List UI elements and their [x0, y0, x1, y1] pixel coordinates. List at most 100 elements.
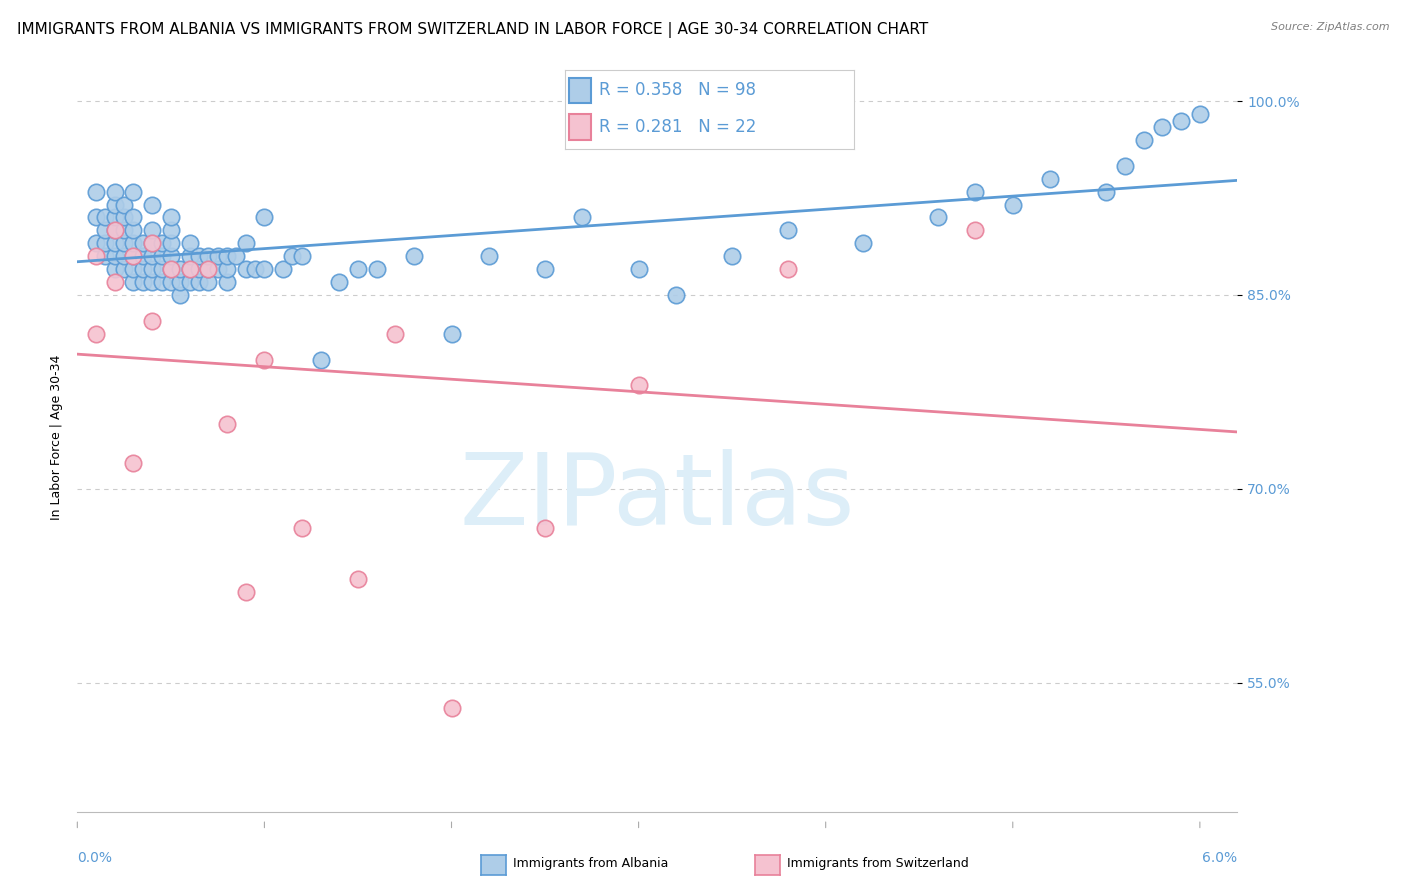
Point — [160, 262, 183, 277]
Point — [1188, 107, 1211, 121]
Point — [243, 262, 266, 277]
Point — [104, 185, 127, 199]
Point — [141, 197, 163, 211]
Point — [291, 249, 314, 263]
Point — [160, 223, 183, 237]
Point — [150, 275, 173, 289]
Point — [440, 326, 463, 341]
Point — [84, 211, 107, 225]
Point — [132, 262, 155, 277]
Point — [366, 262, 388, 277]
Point — [94, 223, 117, 237]
Point — [112, 249, 135, 263]
Point — [104, 211, 127, 225]
Point — [160, 249, 183, 263]
Point — [84, 249, 107, 263]
Point — [281, 249, 304, 263]
Point — [179, 262, 201, 277]
Point — [347, 572, 370, 586]
Point — [112, 236, 135, 251]
Point — [84, 185, 107, 199]
Point — [132, 249, 155, 263]
Text: 0.0%: 0.0% — [77, 851, 112, 864]
Text: Immigrants from Albania: Immigrants from Albania — [513, 857, 669, 870]
Point — [197, 262, 219, 277]
Point — [1114, 159, 1136, 173]
Point — [1170, 113, 1192, 128]
Point — [94, 249, 117, 263]
Text: 6.0%: 6.0% — [1202, 851, 1237, 864]
Point — [215, 275, 238, 289]
Point — [94, 211, 117, 225]
Point — [122, 262, 145, 277]
Point — [112, 197, 135, 211]
Point — [122, 456, 145, 470]
Point — [150, 236, 173, 251]
Point — [104, 275, 127, 289]
Y-axis label: In Labor Force | Age 30-34: In Labor Force | Age 30-34 — [51, 354, 63, 520]
Point — [169, 262, 191, 277]
Point — [927, 211, 949, 225]
Point — [122, 185, 145, 199]
Point — [84, 326, 107, 341]
Point — [852, 236, 875, 251]
Point — [104, 262, 127, 277]
Point — [160, 211, 183, 225]
Point — [1132, 133, 1154, 147]
Point — [627, 262, 650, 277]
Point — [169, 275, 191, 289]
Point — [122, 236, 145, 251]
Point — [160, 275, 183, 289]
Point — [965, 185, 987, 199]
Point — [965, 223, 987, 237]
Text: Source: ZipAtlas.com: Source: ZipAtlas.com — [1271, 22, 1389, 32]
Point — [141, 236, 163, 251]
Point — [225, 249, 247, 263]
Point — [440, 701, 463, 715]
Point — [104, 249, 127, 263]
Point — [122, 211, 145, 225]
Point — [571, 211, 593, 225]
Point — [404, 249, 426, 263]
Point — [150, 262, 173, 277]
Point — [122, 223, 145, 237]
Point — [253, 262, 276, 277]
Point — [328, 275, 350, 289]
Point — [215, 249, 238, 263]
Point — [179, 249, 201, 263]
Point — [132, 236, 155, 251]
Point — [141, 236, 163, 251]
Point — [122, 275, 145, 289]
Point — [141, 249, 163, 263]
Point — [104, 223, 127, 237]
Point — [84, 236, 107, 251]
Point — [627, 378, 650, 392]
Point — [215, 262, 238, 277]
Point — [141, 223, 163, 237]
Point — [112, 262, 135, 277]
Point — [169, 288, 191, 302]
Point — [1152, 120, 1174, 134]
Point — [179, 275, 201, 289]
Point — [141, 314, 163, 328]
Point — [207, 249, 229, 263]
Point — [1039, 171, 1062, 186]
Point — [1001, 197, 1024, 211]
Point — [721, 249, 744, 263]
Point — [347, 262, 370, 277]
Point — [179, 236, 201, 251]
Point — [122, 249, 145, 263]
Point — [1095, 185, 1118, 199]
Point — [141, 275, 163, 289]
Text: IMMIGRANTS FROM ALBANIA VS IMMIGRANTS FROM SWITZERLAND IN LABOR FORCE | AGE 30-3: IMMIGRANTS FROM ALBANIA VS IMMIGRANTS FR… — [17, 22, 928, 38]
Point — [179, 262, 201, 277]
Point — [141, 262, 163, 277]
Point — [235, 262, 257, 277]
Point — [215, 417, 238, 432]
Point — [207, 262, 229, 277]
Point — [104, 197, 127, 211]
Point — [534, 520, 557, 534]
Point — [309, 352, 332, 367]
Point — [253, 211, 276, 225]
Point — [150, 249, 173, 263]
